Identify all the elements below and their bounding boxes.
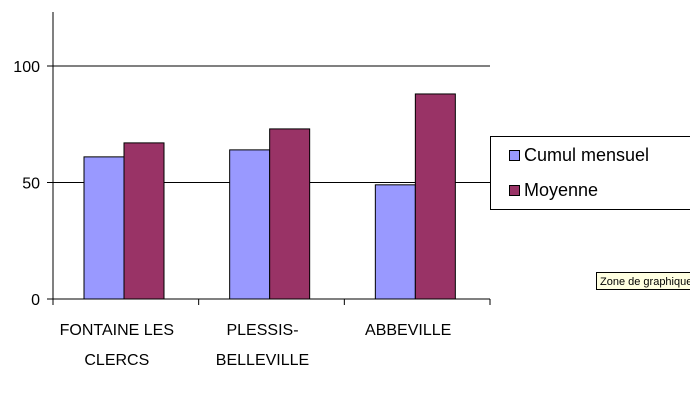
x-tick-labels: FONTAINE LES CLERCS PLESSIS- BELLEVILLE ABBE… xyxy=(60,322,452,369)
legend-swatch-moyenne xyxy=(509,184,520,196)
bar-cumul-mensuel-2 xyxy=(374,184,416,300)
chart-area-tooltip: Zone de graphique xyxy=(596,272,690,290)
bar-moyenne-2 xyxy=(414,93,456,300)
y-tick-label-100: 100 xyxy=(13,59,40,76)
bars xyxy=(83,93,456,300)
bar-moyenne-0 xyxy=(123,142,165,300)
legend-swatch-cumul-mensuel xyxy=(509,149,520,161)
legend-label-moyenne: Moyenne xyxy=(524,180,599,200)
x-category-label-2-line-0: ABBEVILLE xyxy=(365,322,451,339)
chart-legend[interactable]: Cumul mensuel Moyenne xyxy=(490,136,690,210)
y-tick-label-50: 50 xyxy=(22,176,40,193)
axes xyxy=(47,12,491,305)
x-category-label-1-line-1: BELLEVILLE xyxy=(216,352,309,369)
bar-moyenne-1 xyxy=(269,128,311,300)
x-category-label-0-line-1: CLERCS xyxy=(84,352,149,369)
x-category-label-1-line-0: PLESSIS- xyxy=(226,322,298,339)
y-tick-labels: 0 50 100 xyxy=(13,59,40,309)
y-tick-label-0: 0 xyxy=(31,292,40,309)
bar-cumul-mensuel-1 xyxy=(229,149,271,300)
legend-item-cumul-mensuel: Cumul mensuel xyxy=(509,144,649,166)
legend-item-moyenne: Moyenne xyxy=(509,179,598,201)
bar-cumul-mensuel-0 xyxy=(83,156,125,300)
x-category-label-0-line-0: FONTAINE LES xyxy=(60,322,174,339)
legend-label-cumul-mensuel: Cumul mensuel xyxy=(524,145,650,165)
